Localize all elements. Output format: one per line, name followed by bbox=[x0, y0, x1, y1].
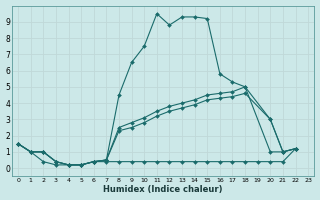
X-axis label: Humidex (Indice chaleur): Humidex (Indice chaleur) bbox=[103, 185, 223, 194]
